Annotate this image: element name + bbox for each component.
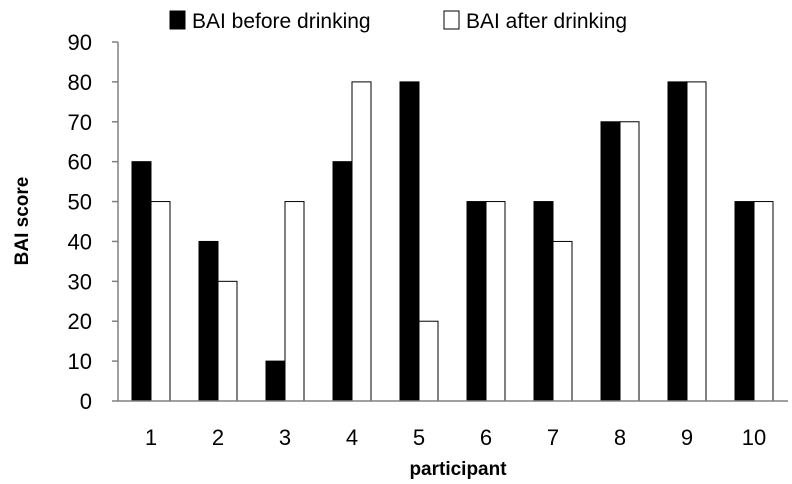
bar-after-1 [150,201,171,402]
x-tick-label: 3 [279,425,291,450]
x-axis-title: participant [409,459,507,480]
bar-after-5 [418,320,439,402]
y-tick-label: 90 [68,30,92,55]
y-tick-label: 40 [68,229,92,254]
x-tick-label: 4 [346,425,358,450]
legend-swatch-before [169,10,186,30]
x-tick-label: 6 [480,425,492,450]
bar-before-4 [332,161,353,402]
x-tick-label: 1 [145,425,157,450]
bar-before-9 [667,81,688,402]
bar-before-3 [265,360,286,402]
x-tick-label: 8 [614,425,626,450]
bar-after-4 [351,81,372,402]
y-axis-title: BAI score [12,177,33,266]
legend-label-before: BAI before drinking [192,10,371,33]
bar-after-3 [284,201,305,402]
bar-after-10 [753,201,774,402]
bar-before-10 [734,201,755,402]
y-tick-label: 50 [68,190,92,215]
bars [131,81,774,402]
y-tick-label: 70 [68,110,92,135]
legend: BAI before drinking BAI after drinking [169,10,627,33]
x-tick-label: 2 [212,425,224,450]
y-tick-label: 30 [68,269,92,294]
bar-before-1 [131,161,152,402]
x-tick-label: 7 [547,425,559,450]
bar-after-6 [485,201,506,402]
x-tick-label: 5 [413,425,425,450]
x-tick-label: 10 [742,425,766,450]
bar-before-5 [399,81,420,402]
bar-before-2 [198,240,219,402]
x-axis-ticks: 1 2 3 4 5 6 7 8 9 10 [145,425,766,450]
x-tick-label: 9 [681,425,693,450]
y-axis-ticks: 0 10 20 30 40 50 60 70 80 90 [68,30,118,414]
bar-after-8 [619,121,640,402]
y-tick-label: 80 [68,70,92,95]
y-tick-label: 0 [80,389,92,414]
bar-after-7 [552,240,573,402]
bar-before-6 [466,201,487,402]
bar-before-7 [533,201,554,402]
bar-after-2 [217,280,238,402]
bar-after-9 [686,81,707,402]
legend-label-after: BAI after drinking [466,10,627,33]
bar-before-8 [600,121,621,402]
y-tick-label: 20 [68,309,92,334]
y-tick-label: 60 [68,150,92,175]
legend-swatch-after [443,10,460,30]
y-tick-label: 10 [68,349,92,374]
